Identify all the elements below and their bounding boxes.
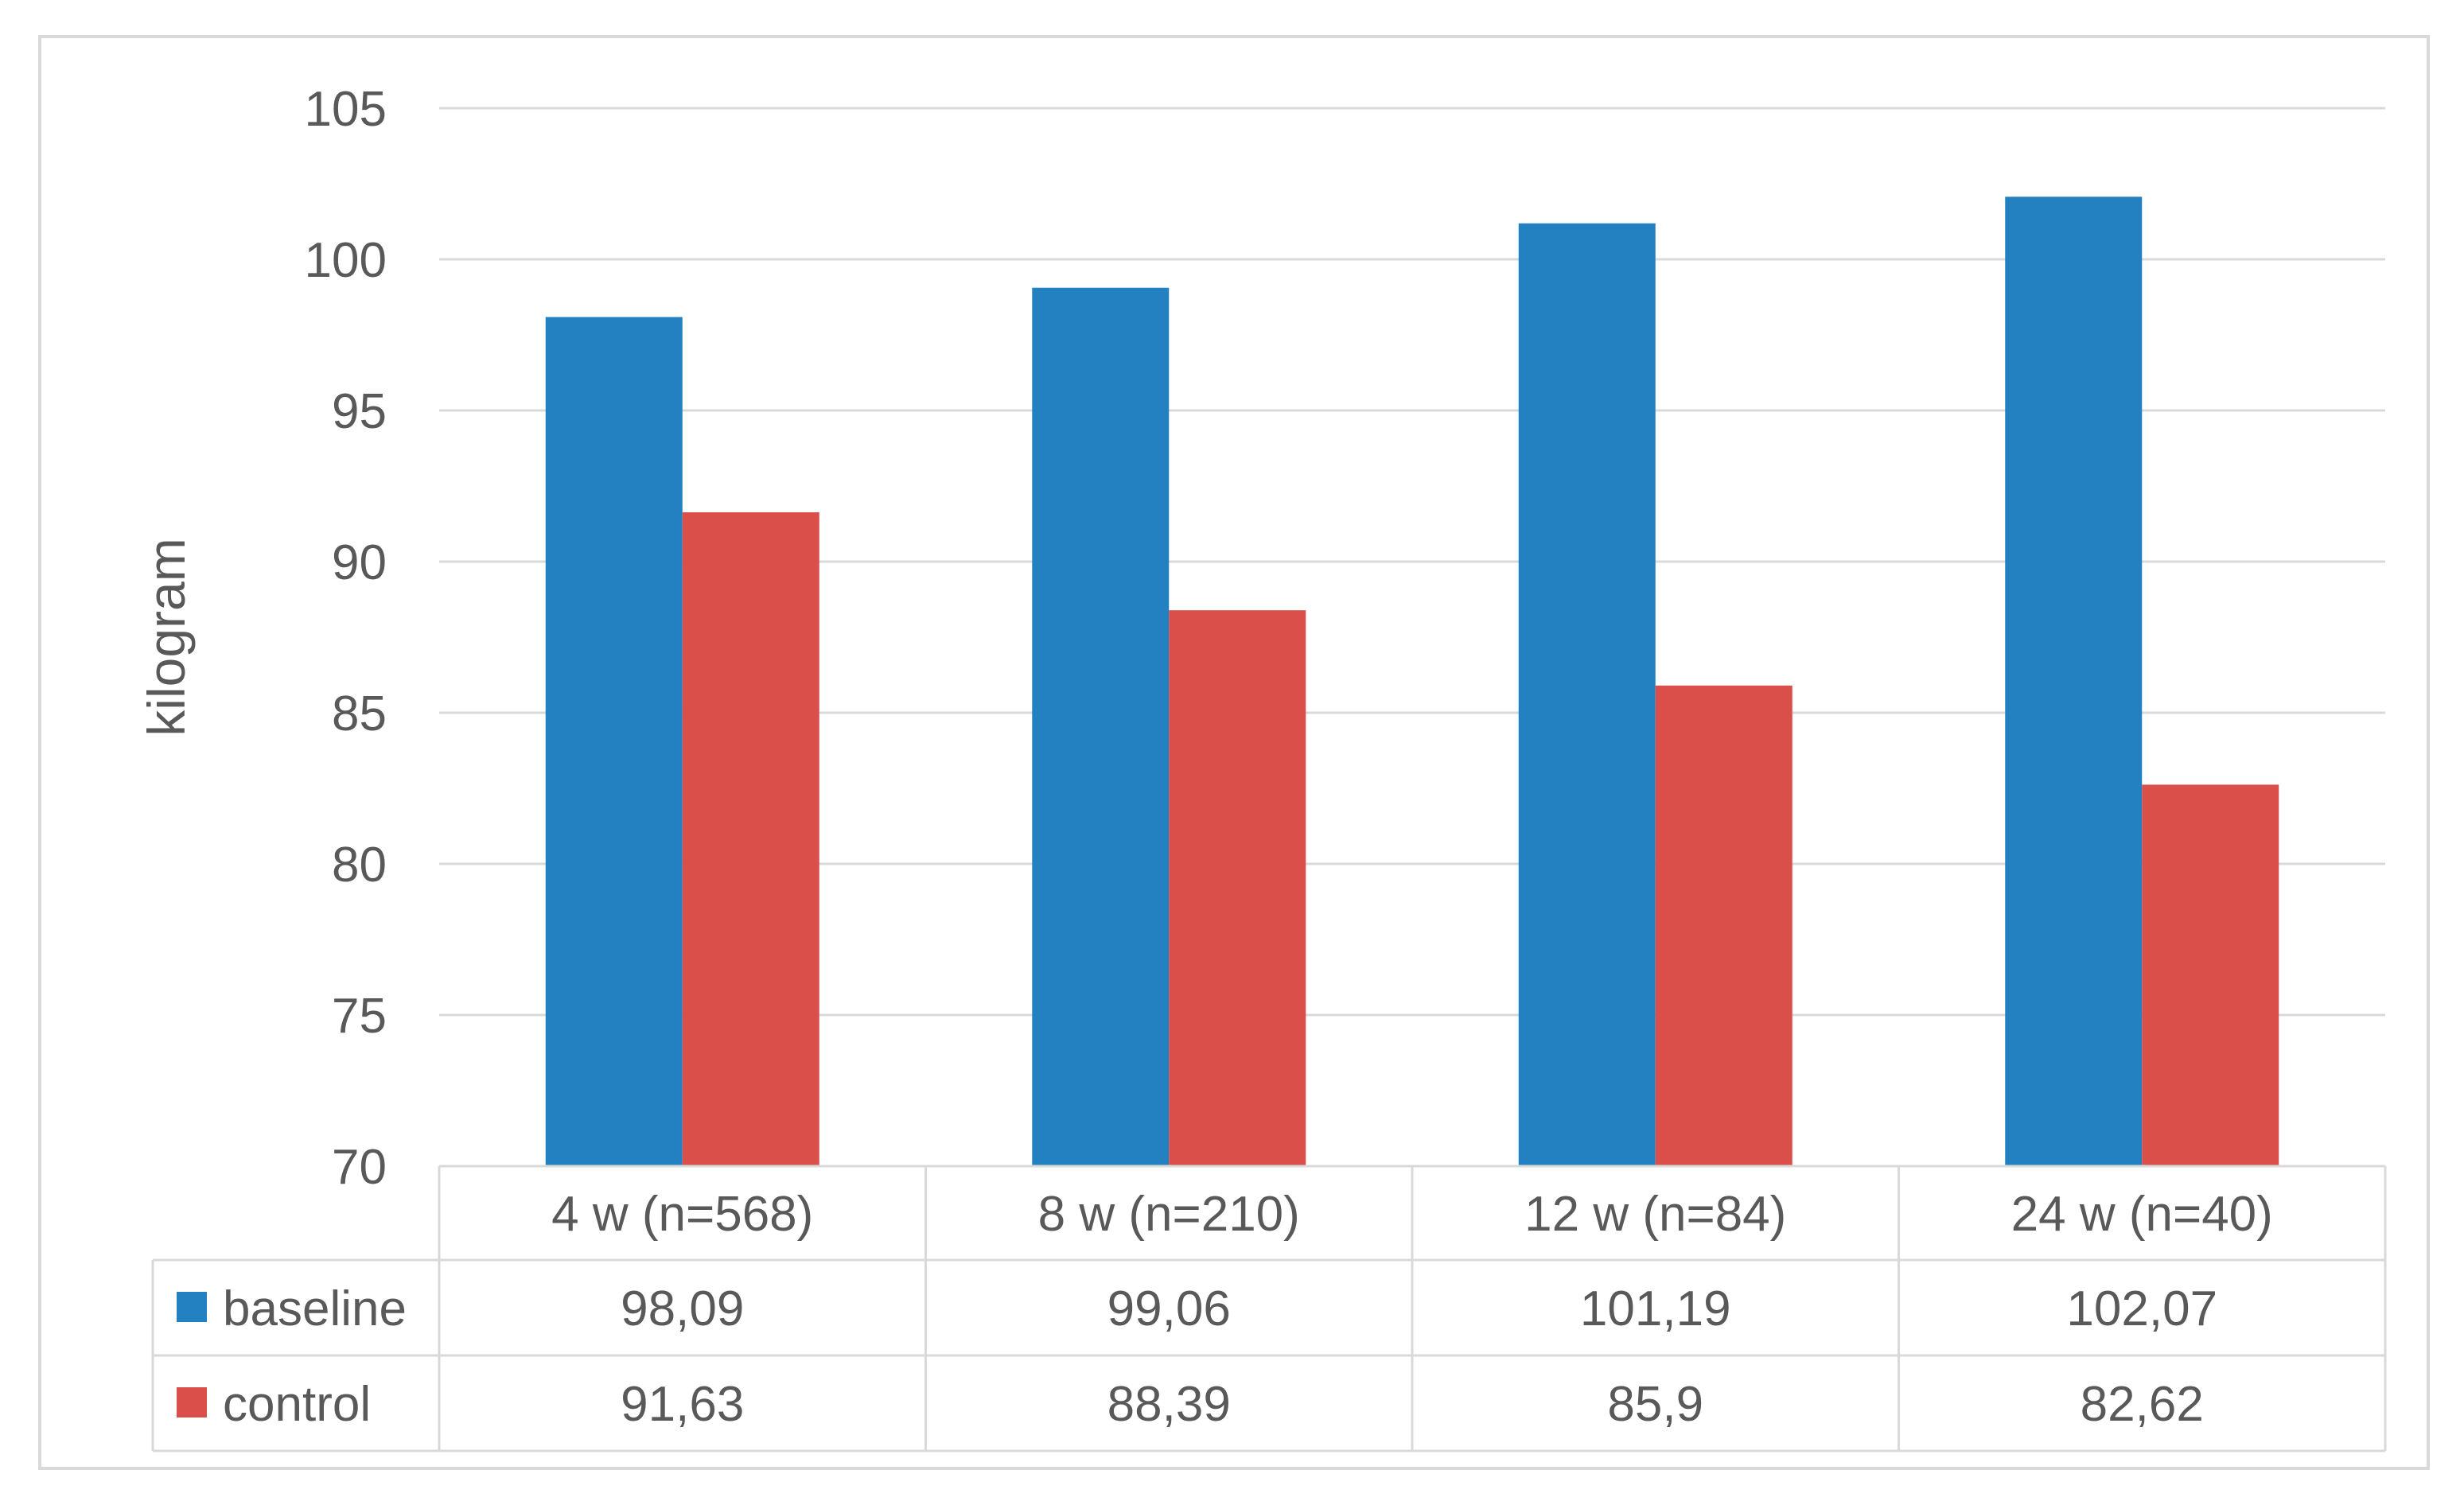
bar-control <box>1169 610 1306 1166</box>
y-tick-label: 70 <box>332 1140 387 1195</box>
legend-key-control <box>177 1387 207 1418</box>
bar-baseline <box>2005 196 2143 1167</box>
legend-label: control <box>223 1377 371 1432</box>
y-axis-label: kilogram <box>137 538 196 736</box>
data-label: 102,07 <box>2066 1281 2217 1336</box>
bar-baseline <box>1032 287 1170 1167</box>
bar-baseline <box>545 317 683 1167</box>
y-tick-label: 100 <box>305 233 387 288</box>
data-label: 98,09 <box>621 1281 744 1336</box>
bar-baseline <box>1518 223 1656 1166</box>
bar-control <box>682 512 819 1166</box>
category-label: 4 w (n=568) <box>551 1187 813 1242</box>
bar-control <box>1655 685 1793 1166</box>
y-tick-label: 105 <box>305 82 387 137</box>
y-tick-label: 75 <box>332 989 387 1044</box>
y-tick-label: 80 <box>332 838 387 892</box>
data-label: 82,62 <box>2081 1377 2204 1432</box>
data-label: 91,63 <box>621 1377 744 1432</box>
y-tick-label: 95 <box>332 384 387 439</box>
category-label: 8 w (n=210) <box>1038 1187 1300 1242</box>
y-tick-label: 85 <box>332 686 387 741</box>
bar-control <box>2142 784 2279 1166</box>
data-label: 88,39 <box>1107 1377 1231 1432</box>
y-tick-label: 90 <box>332 535 387 590</box>
y-axis-ticks: 70 75 80 85 90 95 100 105 <box>305 82 387 1195</box>
legend-key-baseline <box>177 1292 207 1322</box>
data-table: 4 w (n=568) 8 w (n=210) 12 w (n=84) 24 w (n… <box>151 1165 2387 1452</box>
data-label: 99,06 <box>1107 1281 1231 1336</box>
category-label: 24 w (n=40) <box>2011 1187 2273 1242</box>
data-label: 101,19 <box>1580 1281 1731 1336</box>
category-label: 12 w (n=84) <box>1524 1187 1786 1242</box>
data-label: 85,9 <box>1607 1377 1703 1432</box>
legend-label: baseline <box>223 1281 407 1336</box>
bars <box>545 196 2279 1167</box>
